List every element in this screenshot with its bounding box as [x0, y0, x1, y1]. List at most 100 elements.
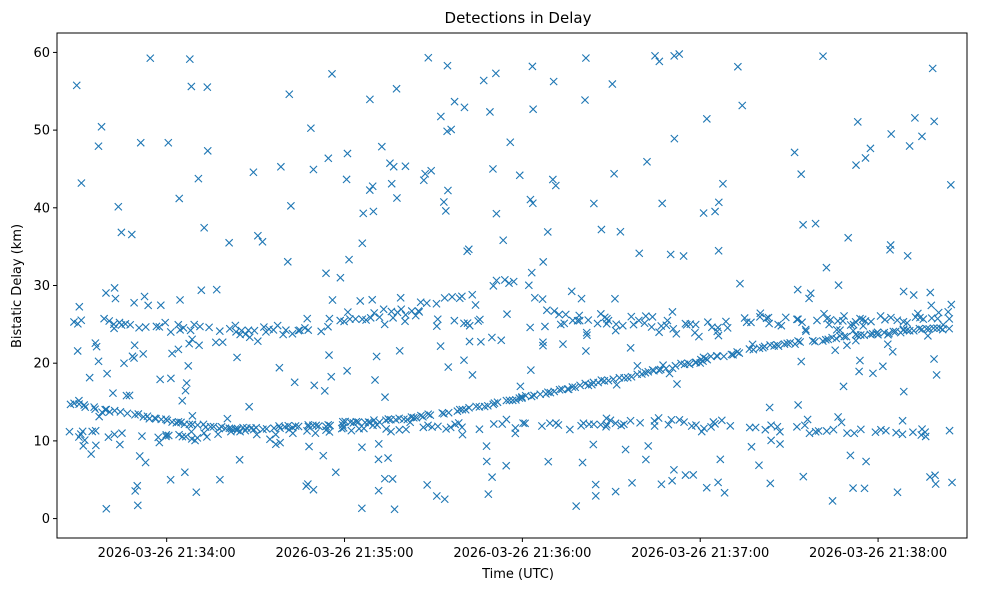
data-point — [727, 350, 736, 359]
data-point — [95, 412, 104, 421]
data-point — [395, 346, 404, 355]
data-point — [899, 325, 908, 334]
data-point — [181, 386, 190, 395]
data-point — [855, 356, 864, 365]
data-point — [291, 422, 300, 431]
data-point — [432, 322, 441, 331]
data-point — [446, 423, 455, 432]
data-point — [245, 402, 254, 411]
data-point — [241, 426, 250, 435]
data-point — [320, 386, 329, 395]
data-point — [111, 294, 120, 303]
data-point — [746, 318, 755, 327]
data-point — [898, 430, 907, 439]
data-point — [388, 474, 397, 483]
data-point — [110, 283, 119, 292]
data-point — [866, 317, 875, 326]
data-point — [244, 326, 253, 335]
data-point — [506, 138, 515, 147]
y-tick-label: 10 — [33, 434, 50, 449]
data-point — [306, 124, 315, 133]
data-point — [747, 442, 756, 451]
data-point — [72, 81, 81, 90]
data-point — [516, 382, 525, 391]
data-point — [155, 438, 164, 447]
data-point — [655, 57, 664, 66]
data-point — [458, 405, 467, 414]
data-point — [122, 391, 131, 400]
data-point — [133, 481, 142, 490]
data-point — [343, 149, 352, 158]
data-point — [328, 69, 336, 78]
data-point — [168, 349, 177, 358]
data-point — [479, 76, 488, 85]
data-point — [139, 349, 148, 358]
data-point — [366, 313, 375, 322]
data-point — [666, 250, 675, 259]
data-point — [436, 112, 445, 121]
data-point — [200, 429, 208, 438]
data-point — [424, 410, 433, 419]
data-point — [576, 381, 585, 390]
data-point — [589, 440, 598, 449]
data-point — [662, 321, 671, 330]
data-point — [850, 429, 859, 438]
data-point — [629, 320, 638, 329]
data-point — [602, 422, 611, 431]
data-point — [380, 474, 389, 483]
data-point — [338, 417, 347, 426]
data-point — [77, 316, 86, 325]
data-point — [675, 50, 684, 59]
data-point — [442, 424, 451, 433]
data-point — [371, 376, 380, 384]
data-point — [463, 319, 472, 328]
data-point — [286, 201, 295, 210]
data-point — [468, 290, 477, 299]
data-point — [745, 423, 754, 432]
data-point — [611, 419, 620, 428]
data-point — [650, 416, 659, 425]
data-point — [767, 421, 776, 430]
data-point — [314, 422, 323, 431]
data-point — [829, 425, 838, 434]
data-point — [699, 209, 708, 218]
data-point — [381, 393, 390, 402]
data-point — [502, 461, 511, 470]
data-point — [365, 95, 374, 104]
x-tick-label: 2026-03-26 21:37:00 — [631, 546, 769, 561]
data-point — [873, 328, 882, 337]
data-point — [840, 332, 849, 341]
data-point — [97, 122, 106, 131]
data-points — [65, 50, 957, 514]
data-point — [502, 415, 511, 424]
data-point — [876, 425, 885, 434]
data-point — [493, 398, 502, 407]
data-point — [610, 294, 619, 303]
data-point — [347, 426, 356, 435]
chart-title: Detections in Delay — [445, 9, 592, 27]
data-point — [551, 181, 560, 190]
data-point — [185, 339, 194, 348]
data-point — [164, 431, 173, 440]
data-point — [359, 209, 368, 218]
data-point — [926, 288, 935, 297]
data-point — [917, 430, 926, 439]
data-point — [602, 319, 611, 328]
data-point — [526, 195, 535, 204]
data-point — [174, 345, 183, 354]
data-point — [161, 318, 170, 327]
data-point — [156, 301, 165, 310]
data-point — [176, 325, 185, 334]
data-point — [699, 353, 708, 362]
data-point — [762, 314, 771, 323]
data-point — [794, 315, 802, 324]
data-point — [476, 337, 485, 346]
data-point — [362, 315, 371, 324]
data-point — [947, 300, 956, 309]
data-point — [754, 461, 763, 470]
data-point — [822, 427, 831, 436]
data-point — [568, 383, 577, 392]
data-point — [402, 425, 411, 434]
data-point — [581, 346, 590, 355]
data-point — [90, 403, 99, 412]
